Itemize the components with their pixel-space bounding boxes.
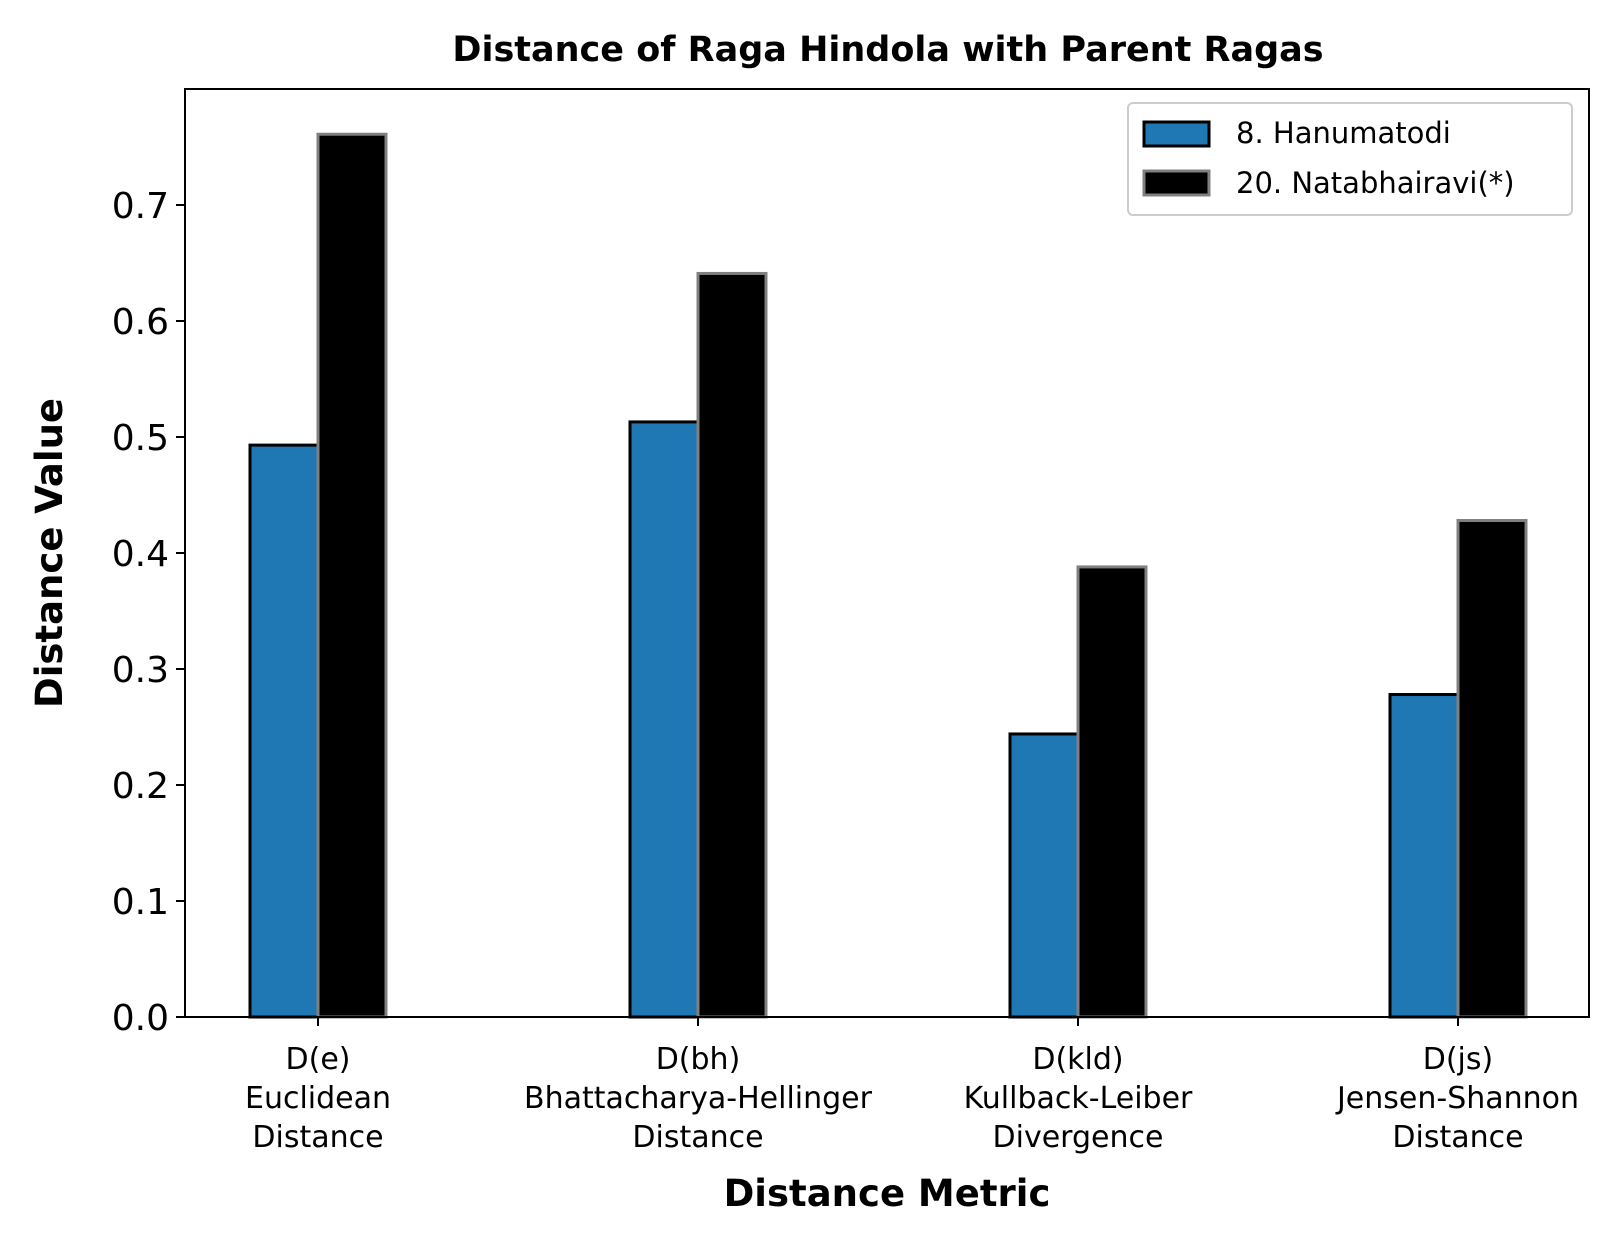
legend-swatch-hanumatodi bbox=[1142, 120, 1211, 148]
x-tick-label-line: D(kld) bbox=[1032, 1042, 1123, 1077]
x-tick-label-line: Kullback-Leiber bbox=[964, 1081, 1193, 1116]
bar-series1-cat1 bbox=[696, 271, 768, 1019]
chart-title: Distance of Raga Hindola with Parent Rag… bbox=[452, 30, 1323, 70]
y-axis-label: Distance Value bbox=[28, 398, 71, 708]
legend-swatch-natabhairavi bbox=[1142, 169, 1211, 197]
x-axis-label: Distance Metric bbox=[724, 1172, 1051, 1215]
x-axis-ticks: D(e) Euclidean Distance D(bh) Bhattacharya-H… bbox=[245, 1017, 1579, 1155]
x-tick-label-line: Distance bbox=[252, 1120, 383, 1155]
legend-box bbox=[1127, 102, 1573, 216]
x-tick-label: D(e) Euclidean Distance bbox=[245, 1042, 391, 1155]
x-tick-label-line: Divergence bbox=[993, 1120, 1164, 1155]
x-tick-label: D(js) Jensen-Shannon Distance bbox=[1335, 1042, 1579, 1155]
x-tick-label-line: Jensen-Shannon bbox=[1335, 1081, 1579, 1116]
bars-layer bbox=[248, 132, 1528, 1019]
y-tick-label: 0.3 bbox=[112, 650, 169, 691]
y-tick-label: 0.5 bbox=[112, 418, 169, 459]
y-tick-label: 0.2 bbox=[112, 766, 169, 807]
legend-label-natabhairavi: 20. Natabhairavi(*) bbox=[1236, 166, 1515, 200]
x-tick-label-line: D(js) bbox=[1423, 1042, 1493, 1077]
bar-series0-cat1 bbox=[628, 420, 700, 1019]
bar-series0-cat3 bbox=[1388, 693, 1460, 1019]
legend-label-hanumatodi: 8. Hanumatodi bbox=[1236, 116, 1451, 150]
x-tick-label-line: Euclidean bbox=[245, 1081, 391, 1116]
x-tick-label-line: Distance bbox=[1392, 1120, 1523, 1155]
bar-series1-cat3 bbox=[1456, 519, 1528, 1019]
x-tick-label: D(bh) Bhattacharya-Hellinger Distance bbox=[524, 1042, 873, 1155]
y-tick-label: 0.1 bbox=[112, 882, 169, 923]
plot-frame bbox=[184, 88, 1590, 1018]
x-tick-label-line: Distance bbox=[632, 1120, 763, 1155]
x-tick-label-line: D(e) bbox=[286, 1042, 351, 1077]
bar-series1-cat2 bbox=[1076, 565, 1148, 1019]
y-tick-label: 0.6 bbox=[112, 302, 169, 343]
bar-series0-cat0 bbox=[248, 443, 320, 1019]
legend: 8. Hanumatodi 20. Natabhairavi(*) bbox=[1127, 102, 1573, 216]
y-axis-ticks: 0.0 0.1 0.2 0.3 0.4 0.5 0.6 0.7 bbox=[112, 186, 185, 1039]
x-tick-label: D(kld) Kullback-Leiber Divergence bbox=[964, 1042, 1193, 1155]
y-tick-label: 0.4 bbox=[112, 534, 169, 575]
bar-series0-cat2 bbox=[1008, 732, 1080, 1019]
y-tick-label: 0.0 bbox=[112, 998, 169, 1039]
x-tick-label-line: Bhattacharya-Hellinger bbox=[524, 1081, 873, 1116]
x-tick-label-line: D(bh) bbox=[656, 1042, 741, 1077]
y-tick-label: 0.7 bbox=[112, 186, 169, 227]
bar-series1-cat0 bbox=[316, 132, 388, 1019]
